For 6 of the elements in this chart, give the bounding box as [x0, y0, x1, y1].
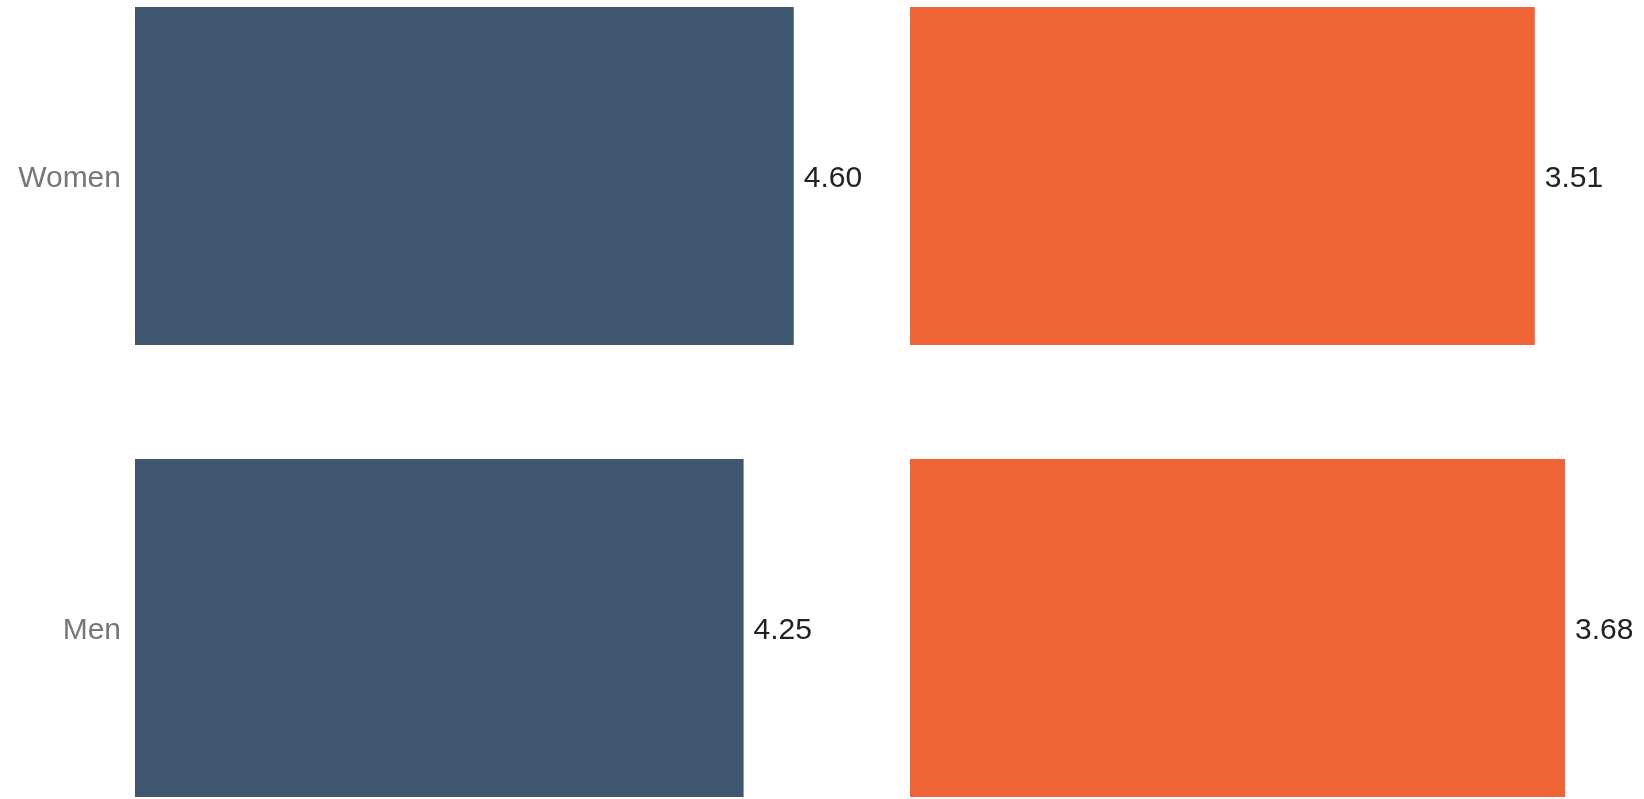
data-label: 3.51 [1544, 159, 1604, 193]
data-label: 4.25 [753, 611, 812, 645]
y-tick-label: Women [18, 159, 121, 193]
y-tick-label: Men [62, 611, 121, 645]
data-label: 3.68 [1575, 611, 1634, 645]
data-label: 4.60 [803, 159, 863, 193]
